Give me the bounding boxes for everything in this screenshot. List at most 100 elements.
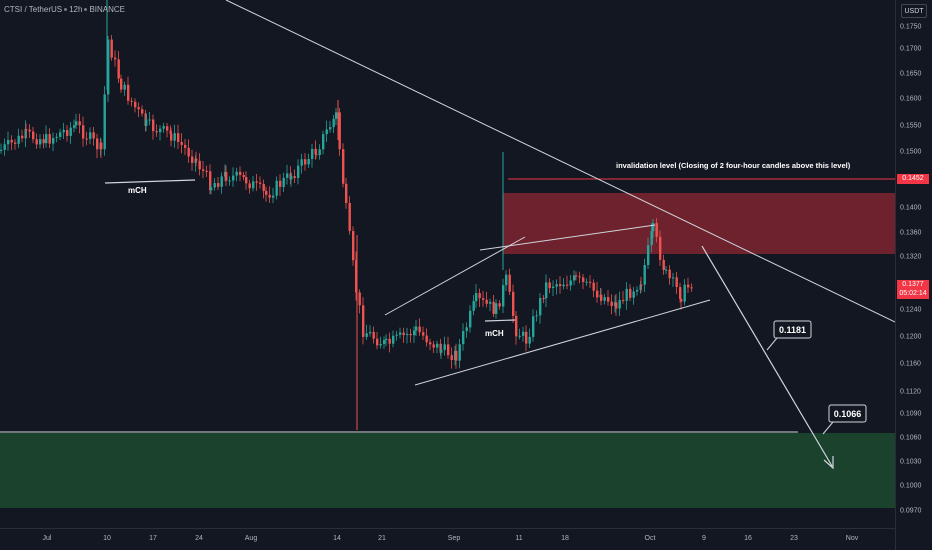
candle-body	[225, 171, 228, 181]
price-tick: 0.1240	[900, 306, 922, 314]
candle-body	[505, 274, 508, 286]
candle-body	[300, 159, 303, 166]
candle-body	[286, 173, 289, 178]
candle-body	[342, 149, 345, 184]
candle-body	[352, 231, 355, 261]
candle-body	[239, 171, 242, 176]
candle-body	[220, 176, 223, 187]
candle-body	[582, 277, 585, 282]
candle-body	[272, 195, 275, 198]
candle-body	[406, 333, 409, 336]
candle-body	[415, 326, 418, 331]
candle-body	[17, 135, 20, 144]
candle-body	[690, 287, 693, 289]
channel-lower-line	[414, 299, 711, 386]
candle-body	[262, 183, 265, 191]
target-2-label: 0.1066	[834, 409, 862, 419]
price-tick: 0.1200	[900, 333, 922, 341]
candle-body	[665, 269, 668, 271]
candle-body	[180, 141, 183, 145]
resistance-zone	[503, 193, 895, 254]
symbol-exchange: BINANCE	[89, 5, 126, 14]
candle-body	[518, 335, 521, 337]
candle-body	[548, 282, 551, 289]
candle-body	[297, 165, 300, 178]
currency-button[interactable]: USDT	[901, 4, 927, 18]
candle-body	[173, 133, 176, 141]
candle-body	[662, 259, 665, 271]
candle-body	[210, 187, 213, 191]
time-tick: 18	[561, 535, 569, 542]
candle-body	[209, 171, 212, 191]
time-tick: Aug	[244, 535, 258, 542]
chart-canvas[interactable]: 0.1181 0.1066 mCH mCH invalidation level…	[0, 0, 895, 528]
time-tick: 9	[702, 535, 706, 542]
candle-body	[110, 39, 113, 58]
candle-body	[198, 160, 201, 170]
candle-body	[578, 276, 581, 278]
time-tick: 17	[149, 535, 157, 542]
symbol-interval: 12h	[69, 5, 83, 14]
projection-arrow	[701, 245, 833, 467]
candle-body	[252, 181, 255, 189]
time-tick: 11	[515, 535, 523, 542]
candle-body	[96, 138, 99, 150]
candle-body	[10, 139, 13, 143]
candle-body	[75, 121, 78, 126]
target-2-box[interactable]	[828, 404, 867, 423]
candle-body	[25, 129, 28, 131]
price-tick: 0.1700	[900, 45, 922, 53]
time-tick: Sep	[447, 535, 461, 542]
target-1-box[interactable]	[773, 320, 812, 339]
candle-body	[455, 350, 458, 361]
candle-body	[28, 129, 31, 132]
mch-left-label: mCH	[128, 186, 147, 195]
mch-right-label: mCH	[485, 329, 504, 338]
candle-body	[482, 298, 485, 300]
candle-body	[282, 177, 285, 187]
candle-body	[155, 131, 158, 133]
candle-body	[585, 281, 588, 283]
candle-body	[232, 175, 235, 181]
time-tick: 23	[790, 535, 798, 542]
candle-body	[48, 134, 51, 144]
candle-body	[492, 301, 495, 314]
candle-body	[14, 142, 17, 144]
candle-body	[348, 203, 351, 232]
candle-body	[184, 144, 187, 148]
candle-body	[647, 245, 650, 266]
candle-body	[358, 292, 361, 306]
candle-body	[422, 332, 425, 336]
candle-body	[362, 305, 365, 337]
price-tick: 0.1160	[900, 360, 921, 368]
candle-body	[475, 293, 478, 302]
candle-body	[680, 298, 683, 302]
candle-body	[329, 127, 332, 130]
candle-body	[636, 289, 639, 292]
symbol-header[interactable]: CTSI / TetherUS 12h BINANCE	[4, 5, 125, 14]
time-axis[interactable]: Jul 10 17 24 Aug 14 21 Sep 11 18 Oct 9 1…	[0, 528, 895, 550]
candle-body	[385, 338, 388, 341]
candle-body	[652, 223, 655, 232]
candle-body	[152, 119, 155, 132]
candle-body	[242, 175, 245, 178]
candle-body	[573, 275, 576, 281]
candle-body	[141, 109, 144, 114]
candle-body	[255, 181, 258, 183]
candle-body	[123, 84, 126, 90]
candle-body	[622, 300, 625, 302]
separator-dot-icon	[84, 7, 88, 11]
candle-body	[59, 132, 62, 137]
candle-body	[130, 100, 133, 102]
candle-body	[279, 180, 282, 187]
candle-body	[610, 301, 613, 307]
candle-body	[82, 125, 85, 139]
candle-body	[395, 334, 398, 336]
candle-body	[0, 149, 3, 151]
candle-body	[589, 281, 592, 283]
candle-body	[315, 154, 318, 156]
candle-body	[42, 139, 45, 144]
candle-body	[213, 183, 216, 188]
candle-body	[566, 284, 569, 286]
price-axis[interactable]: USDT 0.1750 0.1700 0.1650 0.1600 0.1550 …	[895, 0, 932, 550]
